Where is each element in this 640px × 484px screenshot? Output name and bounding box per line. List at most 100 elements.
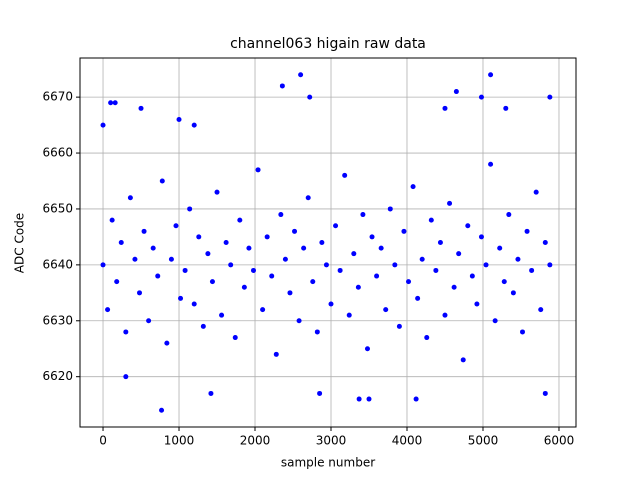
point bbox=[478, 234, 484, 240]
point bbox=[191, 301, 197, 307]
point bbox=[460, 357, 466, 363]
point bbox=[209, 279, 215, 285]
point bbox=[260, 307, 266, 313]
point bbox=[451, 284, 457, 290]
point bbox=[474, 301, 480, 307]
point bbox=[176, 117, 182, 122]
point bbox=[396, 323, 402, 329]
point bbox=[538, 307, 544, 313]
point bbox=[100, 262, 106, 268]
point bbox=[187, 206, 193, 212]
point bbox=[542, 240, 548, 245]
point bbox=[369, 234, 375, 240]
point bbox=[305, 195, 311, 201]
point bbox=[503, 105, 509, 111]
point bbox=[269, 273, 275, 279]
point bbox=[547, 262, 553, 268]
point bbox=[542, 390, 548, 396]
y-axis-label: ADC Code bbox=[13, 213, 27, 273]
y-tick-label: 6640 bbox=[42, 257, 73, 271]
y-tick-label: 6620 bbox=[42, 369, 73, 383]
x-axis-label: sample number bbox=[281, 456, 375, 470]
point bbox=[292, 228, 298, 234]
point bbox=[127, 195, 133, 201]
point bbox=[483, 262, 489, 268]
x-tick-label: 0 bbox=[99, 434, 107, 448]
point bbox=[164, 340, 170, 346]
point bbox=[155, 273, 161, 279]
point bbox=[279, 83, 285, 89]
point bbox=[109, 217, 115, 223]
point bbox=[273, 351, 279, 357]
point bbox=[264, 234, 270, 240]
point bbox=[137, 290, 143, 296]
point bbox=[296, 318, 302, 324]
x-tick-label: 5000 bbox=[468, 434, 499, 448]
point bbox=[401, 228, 407, 234]
point bbox=[150, 245, 156, 251]
point bbox=[196, 234, 202, 240]
point bbox=[342, 172, 348, 178]
point bbox=[200, 323, 206, 329]
point bbox=[146, 318, 152, 324]
point bbox=[333, 223, 339, 229]
point bbox=[191, 122, 197, 128]
point bbox=[378, 245, 384, 251]
point bbox=[415, 295, 421, 301]
point bbox=[533, 189, 539, 195]
point bbox=[255, 167, 261, 173]
point bbox=[141, 228, 147, 234]
point bbox=[501, 279, 507, 285]
point bbox=[123, 329, 129, 335]
x-tick-label: 2000 bbox=[240, 434, 271, 448]
y-tick-label: 6650 bbox=[42, 201, 73, 215]
point bbox=[465, 223, 471, 229]
point bbox=[497, 245, 503, 251]
point bbox=[360, 212, 366, 218]
point bbox=[173, 223, 179, 229]
point bbox=[182, 267, 188, 273]
point bbox=[237, 217, 243, 223]
point bbox=[317, 390, 323, 396]
point bbox=[314, 329, 320, 335]
point bbox=[346, 312, 352, 318]
x-tick-label: 6000 bbox=[544, 434, 575, 448]
point bbox=[168, 256, 174, 262]
point bbox=[228, 262, 234, 268]
point bbox=[356, 396, 362, 402]
point bbox=[469, 273, 475, 279]
point bbox=[323, 262, 329, 268]
point bbox=[392, 262, 398, 268]
point bbox=[159, 178, 165, 184]
plot-frame bbox=[79, 57, 577, 428]
point bbox=[442, 312, 448, 318]
point bbox=[453, 89, 459, 95]
point bbox=[433, 267, 439, 273]
point bbox=[442, 105, 448, 111]
point bbox=[524, 228, 530, 234]
point bbox=[123, 374, 129, 380]
point bbox=[301, 245, 307, 251]
point bbox=[319, 240, 325, 245]
point bbox=[364, 346, 370, 352]
point bbox=[529, 267, 535, 273]
point bbox=[250, 267, 256, 273]
point bbox=[456, 251, 462, 257]
point bbox=[232, 335, 238, 341]
point bbox=[282, 256, 288, 262]
point bbox=[328, 301, 334, 307]
point bbox=[366, 396, 372, 402]
chart-title: channel063 higain raw data bbox=[230, 36, 426, 52]
point bbox=[337, 267, 343, 273]
point bbox=[428, 217, 434, 223]
point bbox=[241, 284, 247, 290]
x-tick-label: 4000 bbox=[392, 434, 423, 448]
point bbox=[298, 72, 304, 78]
point bbox=[112, 100, 118, 106]
x-tick-label: 1000 bbox=[164, 434, 195, 448]
point bbox=[447, 200, 453, 206]
point bbox=[374, 273, 380, 279]
point bbox=[413, 396, 419, 402]
point bbox=[419, 256, 425, 262]
